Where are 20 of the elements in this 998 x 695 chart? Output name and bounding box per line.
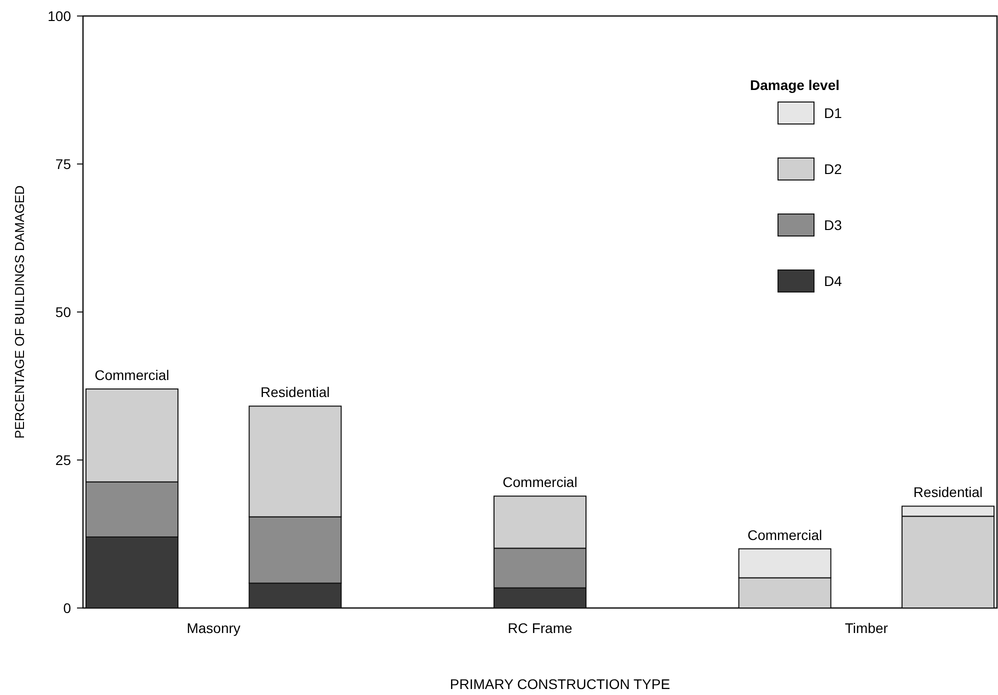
annotation: Commercial: [94, 366, 170, 383]
legend-label: D1: [824, 104, 842, 121]
y-axis-title: PERCENTAGE OF BUILDINGS DAMAGED: [12, 185, 27, 439]
annotation: Commercial: [747, 526, 822, 543]
y-tick-label: 75: [55, 156, 72, 172]
legend-label: D2: [824, 160, 842, 177]
y-tick-label: 0: [63, 600, 72, 616]
y-tick-label: 100: [48, 8, 72, 24]
x-axis-title: PRIMARY CONSTRUCTION TYPE: [450, 676, 670, 692]
legend-label: D3: [824, 216, 842, 233]
annotation: Residential: [260, 384, 330, 400]
annotation: Residential: [913, 484, 983, 500]
x-tick-label: Masonry: [186, 620, 240, 636]
y-tick-label: 25: [55, 452, 72, 468]
x-tick-label: Timber: [844, 620, 888, 636]
y-tick-label: 50: [55, 304, 72, 320]
x-tick-label: RC Frame: [508, 620, 572, 636]
legend-title: Damage level: [750, 77, 840, 93]
legend-label: D4: [824, 272, 842, 289]
annotation: Commercial: [502, 474, 578, 490]
